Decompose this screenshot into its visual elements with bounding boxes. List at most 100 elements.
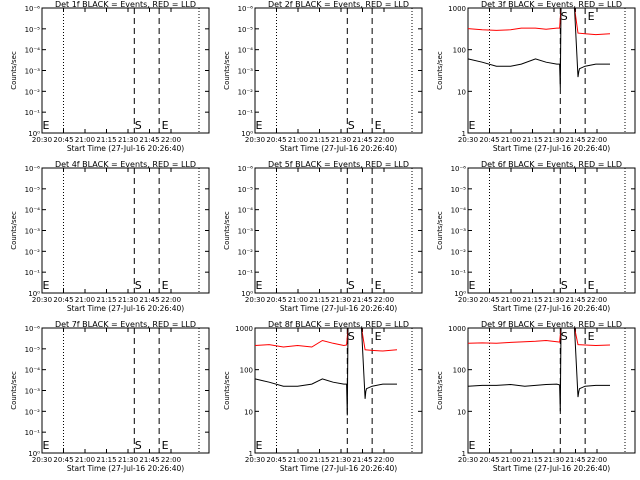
x-tick-label: 21:00: [501, 456, 521, 464]
y-tick-label: 10⁻³: [451, 228, 467, 236]
series-line-events-black: [467, 7, 610, 89]
plot-frame: [254, 327, 423, 454]
x-tick-label: 21:15: [522, 136, 542, 144]
marker-label-e-left: E: [256, 439, 263, 452]
y-tick-label: 10⁻⁵: [238, 186, 254, 194]
chart-panel-7: Det 7f BLACK = Events, RED = LLD 10⁰ 10⁻¹ 1…: [10, 320, 210, 473]
x-axis-label: Start Time (27-Jul-16 20:26:40): [67, 144, 184, 153]
x-tick-label: 20:45: [53, 296, 73, 304]
y-axis-label: Counts/sec: [10, 371, 18, 410]
y-tick-label: 10⁰: [454, 290, 466, 298]
y-tick-label: 10⁻³: [25, 68, 41, 76]
marker-label-e-left: E: [43, 439, 50, 452]
x-tick-label: 21:00: [75, 136, 95, 144]
marker-label-e-left: E: [469, 439, 476, 452]
y-tick-label: 10⁻⁶: [25, 325, 41, 333]
plot-frame: [254, 167, 423, 294]
marker-label-e-left: E: [469, 119, 476, 132]
y-tick-label: 10⁰: [28, 450, 40, 458]
y-tick-label: 10⁻¹: [451, 269, 467, 277]
y-tick-label: 10⁻⁴: [238, 207, 254, 215]
x-tick-label: 22:00: [587, 456, 607, 464]
y-tick-label: 10⁻²: [25, 408, 41, 416]
y-tick-label: 10: [457, 408, 466, 416]
x-tick-label: 21:30: [331, 136, 351, 144]
y-tick-label: 10⁻⁴: [25, 207, 41, 215]
y-tick-label: 10⁻⁴: [238, 47, 254, 55]
y-tick-label: 10⁻⁵: [25, 26, 41, 34]
x-tick-label: 21:45: [352, 136, 372, 144]
chart-title: Det 3f BLACK = Events, RED = LLD: [481, 0, 622, 9]
series-line-events-black: [467, 327, 610, 412]
x-tick-label: 20:45: [479, 296, 499, 304]
y-tick-label: 10⁻³: [238, 68, 254, 76]
plot-frame: [254, 7, 423, 134]
y-tick-label: 10⁻²: [25, 248, 41, 256]
y-tick-label: 10⁻³: [238, 228, 254, 236]
y-axis-label: Counts/sec: [436, 51, 444, 90]
x-tick-label: 21:30: [544, 456, 564, 464]
y-tick-label: 10⁻¹: [25, 269, 41, 277]
series-line-lld-red: [467, 7, 611, 36]
y-tick-label: 10: [244, 408, 253, 416]
x-tick-label: 21:45: [565, 456, 585, 464]
x-tick-label: 22:00: [161, 456, 181, 464]
y-tick-label: 10⁻¹: [25, 109, 41, 117]
y-axis-label: Counts/sec: [223, 51, 231, 90]
marker-label-e: E: [162, 119, 169, 132]
x-tick-label: 21:00: [501, 296, 521, 304]
y-tick-label: 10⁻⁵: [25, 346, 41, 354]
chart-panel-6: Det 6f BLACK = Events, RED = LLD 10⁰ 10⁻¹ 1…: [436, 160, 636, 313]
x-tick-label: 21:45: [565, 296, 585, 304]
marker-label-s: S: [135, 439, 142, 452]
x-tick-label: 21:15: [309, 456, 329, 464]
x-tick-label: 21:45: [139, 456, 159, 464]
x-tick-label: 21:15: [96, 296, 116, 304]
x-tick-label: 21:00: [288, 296, 308, 304]
chart-panel-2: Det 2f BLACK = Events, RED = LLD 10⁰ 10⁻¹ 1…: [223, 0, 423, 153]
series-line-lld-red: [467, 327, 611, 347]
marker-label-s: S: [135, 119, 142, 132]
plot-frame: [41, 327, 210, 454]
series-line-events-black: [254, 327, 397, 416]
marker-label-e-left: E: [43, 279, 50, 292]
x-tick-label: 22:00: [374, 456, 394, 464]
x-tick-label: 20:30: [245, 456, 265, 464]
x-axis-label: Start Time (27-Jul-16 20:26:40): [280, 304, 397, 313]
x-tick-label: 21:30: [544, 296, 564, 304]
y-tick-label: 10⁻⁵: [451, 186, 467, 194]
x-tick-label: 20:30: [458, 456, 478, 464]
x-axis-label: Start Time (27-Jul-16 20:26:40): [493, 464, 610, 473]
marker-label-s: S: [561, 10, 568, 23]
y-tick-label: 10⁻²: [25, 88, 41, 96]
y-axis-label: Counts/sec: [436, 211, 444, 250]
x-tick-label: 22:00: [587, 136, 607, 144]
plot-frame: [41, 7, 210, 134]
plot-frame: [41, 167, 210, 294]
x-axis-label: Start Time (27-Jul-16 20:26:40): [493, 144, 610, 153]
x-tick-label: 22:00: [587, 296, 607, 304]
chart-title: Det 5f BLACK = Events, RED = LLD: [268, 160, 409, 169]
chart-panel-1: Det 1f BLACK = Events, RED = LLD 10⁰ 10⁻¹ 1…: [10, 0, 210, 153]
x-tick-label: 21:45: [565, 136, 585, 144]
marker-label-e: E: [162, 279, 169, 292]
chart-panel-9: Det 9f BLACK = Events, RED = LLD 1 10 100 10…: [436, 320, 636, 473]
y-axis-label: Counts/sec: [10, 51, 18, 90]
x-tick-label: 20:45: [479, 456, 499, 464]
marker-label-e: E: [588, 10, 595, 23]
x-axis-label: Start Time (27-Jul-16 20:26:40): [280, 464, 397, 473]
marker-label-s: S: [348, 330, 355, 343]
x-tick-label: 22:00: [374, 296, 394, 304]
marker-label-e-left: E: [256, 119, 263, 132]
y-tick-label: 1: [462, 450, 466, 458]
x-tick-label: 21:45: [352, 456, 372, 464]
chart-title: Det 4f BLACK = Events, RED = LLD: [55, 160, 196, 169]
x-tick-label: 21:45: [139, 296, 159, 304]
x-axis-label: Start Time (27-Jul-16 20:26:40): [67, 304, 184, 313]
x-tick-label: 20:45: [53, 456, 73, 464]
marker-label-s: S: [561, 330, 568, 343]
x-tick-label: 21:15: [96, 136, 116, 144]
y-tick-label: 10⁻⁴: [25, 367, 41, 375]
y-tick-label: 1: [462, 130, 466, 138]
y-tick-label: 10⁰: [241, 290, 253, 298]
